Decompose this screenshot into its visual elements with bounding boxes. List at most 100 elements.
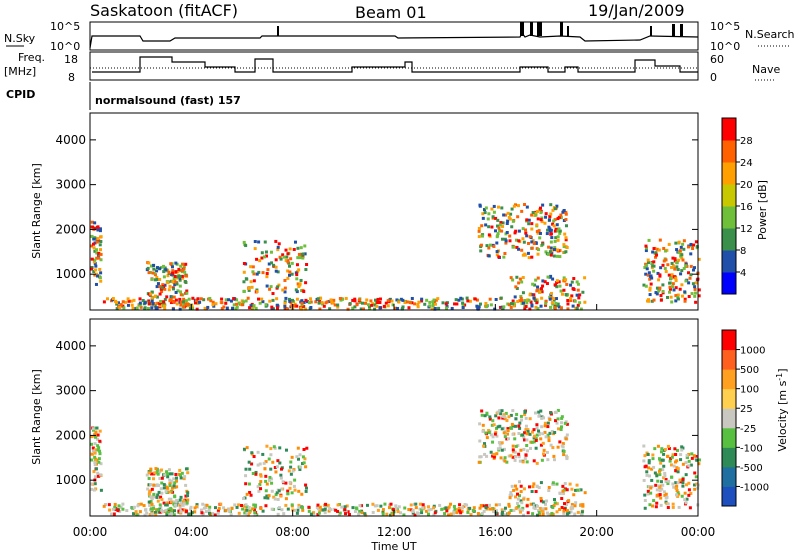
data-cell [569,510,573,514]
data-cell [654,505,658,509]
data-cell [337,513,341,517]
data-cell [688,276,692,280]
data-cell [155,275,159,279]
data-cell [323,511,327,515]
data-cell [690,292,694,296]
data-cell [518,426,522,430]
data-cell [553,246,557,250]
data-cell [259,507,263,511]
data-cell [558,440,562,444]
data-cell [687,281,691,285]
data-cell [549,203,553,207]
data-cell [113,502,117,506]
data-cell [539,443,543,447]
data-cell [179,502,183,506]
data-cell [515,275,519,279]
data-cell [121,300,125,304]
data-cell [652,465,656,469]
data-cell [570,505,574,509]
xtick-label: 04:00 [174,525,209,539]
data-cell [302,290,306,294]
data-cell [373,298,377,302]
data-cell [303,457,307,461]
data-cell [680,448,684,452]
data-cell [148,503,152,507]
data-cell [235,302,239,306]
data-cell [254,306,258,310]
data-cell [541,512,545,516]
data-cell [95,256,99,260]
data-cell [551,277,555,281]
data-cell [98,229,102,233]
data-cell [543,430,547,434]
data-cell [297,489,301,493]
data-cell [290,261,294,265]
data-cell [253,510,257,514]
data-cell [553,207,557,211]
data-cell [190,304,194,308]
data-cell [301,508,305,512]
data-cell [325,300,329,304]
data-cell [91,446,95,450]
data-cell [174,500,178,504]
data-cell [563,232,567,236]
data-cell [564,218,568,222]
data-cell [455,302,459,306]
data-cell [95,240,99,244]
data-cell [650,276,654,280]
data-cell [536,285,540,289]
data-cell [532,503,536,507]
data-cell [286,276,290,280]
data-cell [155,495,159,499]
colorbar-segment [722,250,736,273]
data-cell [171,271,175,275]
data-cell [147,299,151,303]
data-cell [146,487,150,491]
data-cell [97,251,101,255]
data-cell [555,285,559,289]
data-cell [152,267,156,271]
data-cell [509,454,513,458]
data-cell [566,307,570,311]
data-cell [504,241,508,245]
data-cell [96,437,100,441]
data-cell [99,258,103,262]
data-cell [526,449,530,453]
data-cell [168,490,172,494]
data-cell [521,227,525,231]
data-cell [285,255,289,259]
data-cell [564,236,568,240]
data-cell [562,208,566,212]
data-cell [249,280,253,284]
data-cell [336,303,340,307]
data-cell [242,300,246,304]
data-cell [514,229,518,233]
data-cell [293,508,297,512]
data-cell [90,482,94,486]
data-cell [166,508,170,512]
data-cell [672,264,676,268]
data-cell [402,513,406,517]
data-cell [153,495,157,499]
data-cell [491,215,495,219]
data-cell [668,290,672,294]
data-cell [413,513,417,517]
data-cell [543,280,547,284]
colorbar-segment [722,206,736,229]
data-cell [503,506,507,510]
data-cell [106,297,110,301]
data-cell [573,512,577,516]
data-cell [570,280,574,284]
data-cell [143,513,147,517]
data-cell [150,306,154,310]
data-cell [265,275,269,279]
data-cell [416,305,420,309]
power-data-layer [90,203,701,311]
data-cell [156,499,160,503]
data-cell [499,296,503,300]
data-cell [647,485,651,489]
data-cell [423,302,427,306]
data-cell [497,226,501,230]
data-cell [151,271,155,275]
